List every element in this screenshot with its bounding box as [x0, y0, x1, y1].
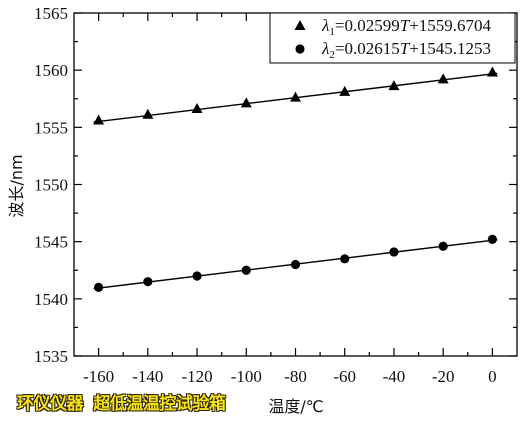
legend-box	[269, 12, 516, 64]
y-axis-label: 波长/nm	[7, 154, 26, 217]
series-group	[93, 66, 498, 292]
axis-ticks	[74, 12, 517, 357]
x-tick-label: -40	[383, 367, 406, 386]
y-tick-label: 1545	[34, 233, 68, 252]
y-tick-label: 1565	[34, 4, 68, 23]
y-tick-label: 1540	[34, 290, 68, 309]
data-point	[191, 103, 203, 114]
data-point	[241, 265, 251, 275]
series-1	[93, 66, 498, 125]
series-2	[93, 234, 498, 292]
legend: λ1=0.02599T+1559.6704λ2=0.02615T+1545.12…	[269, 12, 516, 64]
legend-label-1: λ1=0.02599T+1559.6704	[321, 16, 492, 38]
legend-marker-2	[295, 44, 305, 54]
data-point	[487, 234, 497, 244]
tick-labels: -160 -140 -120 -100 -80 -60 -40 -20 0 1535 1540 154…	[34, 4, 497, 386]
x-tick-label: -140	[132, 367, 163, 386]
data-point	[192, 271, 202, 281]
legend-marker-1	[294, 20, 306, 30]
y-tick-label: 1535	[34, 347, 68, 366]
plot-frame	[73, 12, 518, 357]
y-tick-label: 1550	[34, 176, 68, 195]
data-point	[389, 247, 399, 257]
y-tick-label: 1555	[34, 118, 68, 137]
data-point	[290, 259, 301, 270]
data-point	[93, 114, 105, 125]
data-point	[340, 254, 350, 264]
x-tick-label: -160	[83, 367, 114, 386]
data-point	[142, 108, 154, 119]
x-axis-label: 温度/℃	[268, 397, 323, 416]
watermark-product: 超低温温控试验箱	[93, 394, 226, 414]
x-tick-label: -100	[231, 367, 262, 386]
x-tick-label: -120	[181, 367, 212, 386]
data-point	[339, 85, 351, 96]
y-tick-label: 1560	[34, 61, 68, 80]
legend-label-2: λ2=0.02615T+1545.1253	[321, 39, 491, 61]
data-point	[143, 277, 153, 287]
data-point	[486, 66, 498, 77]
data-point	[290, 91, 301, 102]
data-point	[437, 73, 449, 84]
watermark-brand: 环仪仪器	[17, 394, 84, 414]
x-tick-label: -60	[333, 367, 356, 386]
x-tick-label: 0	[488, 367, 497, 386]
data-point	[438, 241, 448, 251]
data-point	[240, 97, 252, 108]
data-point	[388, 80, 400, 91]
x-tick-label: -20	[432, 367, 455, 386]
data-point	[94, 282, 104, 292]
watermark: 环仪仪器 超低温温控试验箱	[17, 393, 230, 415]
x-tick-label: -80	[284, 367, 307, 386]
